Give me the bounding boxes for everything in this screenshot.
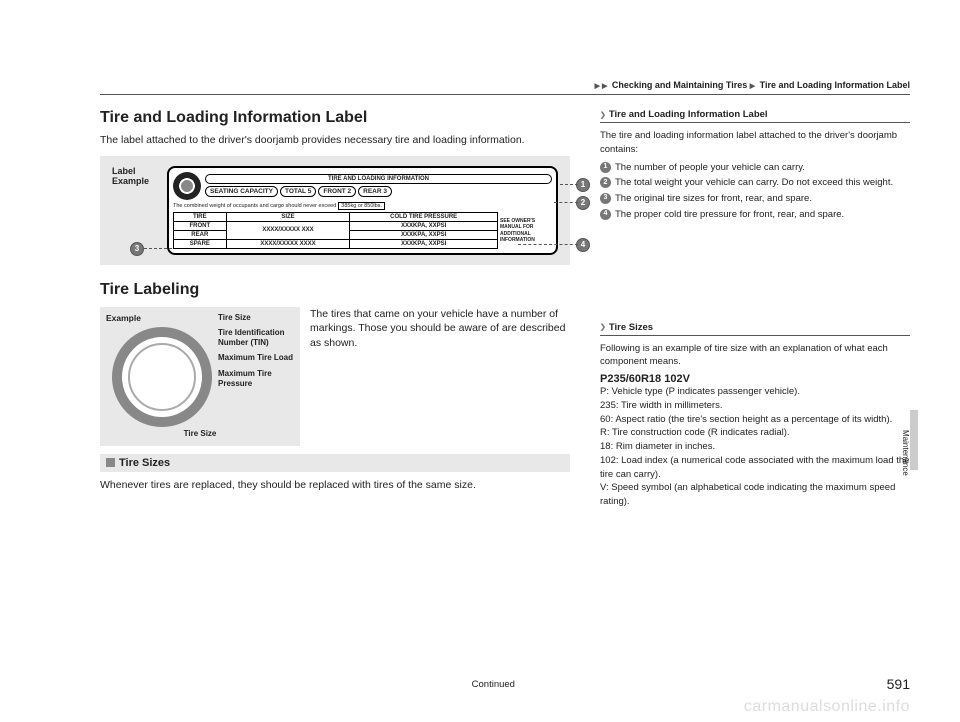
- callout-1: 1: [576, 178, 590, 192]
- callout-3: 3: [130, 242, 144, 256]
- label-tire-size-bottom: Tire Size: [108, 429, 292, 438]
- columns: Tire and Loading Information Label The l…: [100, 109, 910, 513]
- tire-sizes-body: Whenever tires are replaced, they should…: [100, 478, 570, 493]
- tire-label-graphic: TIRE AND LOADING INFORMATION SEATING CAP…: [167, 166, 558, 255]
- list-item: 3The original tire sizes for front, rear…: [600, 192, 910, 206]
- num-badge-2: 2: [600, 177, 611, 188]
- row-front: FRONT: [174, 221, 227, 230]
- note-list: 1The number of people your vehicle can c…: [600, 161, 910, 222]
- breadcrumb-seg2: Tire and Loading Information Label: [760, 80, 910, 90]
- label-tire-size: Tire Size: [218, 313, 298, 323]
- weight-line: The combined weight of occupants and car…: [173, 203, 336, 209]
- seating-total: TOTAL 5: [280, 186, 316, 197]
- row-spare: SPARE: [174, 239, 227, 248]
- callout-line: [144, 248, 172, 249]
- figure-caption: Label Example: [112, 166, 167, 188]
- tire-code: P235/60R18 102V: [600, 373, 910, 385]
- row-rear: REAR: [174, 230, 227, 239]
- tire-labeling-figure: Example Tire Size Tire Identification Nu…: [100, 307, 300, 446]
- footer: Continued 591: [100, 676, 910, 692]
- th-cold: COLD TIRE PRESSURE: [350, 212, 498, 221]
- weight-value: 385kg or 850lbs.: [338, 202, 385, 210]
- callout-2: 2: [576, 196, 590, 210]
- kpa3: XXXKPA, XXPSI: [350, 239, 498, 248]
- tire-labeling-row: Example Tire Size Tire Identification Nu…: [100, 307, 570, 446]
- kpa1: XXXKPA, XXPSI: [350, 221, 498, 230]
- label-header: TIRE AND LOADING INFORMATION: [205, 174, 552, 184]
- num-badge-1: 1: [600, 162, 611, 173]
- th-size: SIZE: [226, 212, 350, 221]
- section-tab: [910, 410, 918, 470]
- label-tin: Tire Identification Number (TIN): [218, 328, 298, 347]
- lead-text: The label attached to the driver's doorj…: [100, 133, 570, 148]
- breadcrumb: ▶▶ Checking and Maintaining Tires ▶ Tire…: [100, 80, 910, 90]
- note-intro: The tire and loading information label a…: [600, 129, 910, 157]
- subsection-title: Tire Sizes: [119, 457, 170, 469]
- page-number: 591: [887, 676, 910, 692]
- left-column: Tire and Loading Information Label The l…: [100, 109, 570, 513]
- callout-line: [554, 202, 578, 203]
- breadcrumb-seg1: Checking and Maintaining Tires: [612, 80, 747, 90]
- code-line: 60: Aspect ratio (the tire's section hei…: [600, 413, 910, 427]
- code-line: 18: Rim diameter in inches.: [600, 440, 910, 454]
- continued-label: Continued: [100, 679, 887, 690]
- code-line: R: Tire construction code (R indicates r…: [600, 426, 910, 440]
- num-badge-3: 3: [600, 193, 611, 204]
- list-item: 2The total weight your vehicle can carry…: [600, 176, 910, 190]
- right-column: Tire and Loading Information Label The t…: [600, 109, 910, 513]
- figure2-labels: Tire Size Tire Identification Number (TI…: [218, 313, 298, 395]
- seating-rear: REAR 3: [358, 186, 392, 197]
- callout-4: 4: [576, 238, 590, 252]
- subsection-header: Tire Sizes: [100, 454, 570, 472]
- kpa2: XXXKPA, XXPSI: [350, 230, 498, 239]
- label-max-load: Maximum Tire Load: [218, 353, 298, 363]
- list-item: 1The number of people your vehicle can c…: [600, 161, 910, 175]
- chevron-right-icon: ▶: [602, 83, 607, 90]
- num-badge-4: 4: [600, 209, 611, 220]
- section-tab-label: Maintenance: [901, 430, 910, 476]
- callout-line: [560, 184, 578, 185]
- section-title: Tire Labeling: [100, 281, 570, 299]
- tire-code-example: P235/60R18 102V P: Vehicle type (P indic…: [600, 373, 910, 509]
- size2: XXXX/XXXXX XXXX: [226, 239, 350, 248]
- tire-icon: [173, 172, 201, 200]
- code-line: P: Vehicle type (P indicates passenger v…: [600, 385, 910, 399]
- note-heading: Tire and Loading Information Label: [600, 109, 910, 123]
- tire-labeling-text: The tires that came on your vehicle have…: [310, 307, 570, 446]
- watermark: carmanualsonline.info: [744, 698, 910, 716]
- tire-ring-icon: [112, 327, 212, 427]
- note2-intro: Following is an example of tire size wit…: [600, 342, 910, 370]
- seating-capacity: SEATING CAPACITY: [205, 186, 278, 197]
- list-item: 4The proper cold tire pressure for front…: [600, 208, 910, 222]
- code-line: 235: Tire width in millimeters.: [600, 399, 910, 413]
- th-tire: TIRE: [174, 212, 227, 221]
- chevron-right-icon: ▶: [595, 83, 600, 90]
- page-title: Tire and Loading Information Label: [100, 109, 570, 127]
- seating-front: FRONT 2: [318, 186, 356, 197]
- label-max-pressure: Maximum Tire Pressure: [218, 369, 298, 388]
- chevron-right-icon: ▶: [750, 83, 755, 90]
- callout-line: [518, 244, 578, 245]
- manual-page: ▶▶ Checking and Maintaining Tires ▶ Tire…: [0, 0, 960, 722]
- note-block-2: Tire Sizes Following is an example of ti…: [600, 322, 910, 509]
- code-line: V: Speed symbol (an alphabetical code in…: [600, 481, 910, 509]
- square-icon: [106, 458, 115, 467]
- size1: XXXX/XXXXX XXX: [226, 221, 350, 239]
- code-line: 102: Load index (a numerical code associ…: [600, 454, 910, 482]
- divider: [100, 94, 910, 95]
- figure-caption: Example: [106, 313, 141, 323]
- note-block-1: Tire and Loading Information Label The t…: [600, 109, 910, 222]
- label-example-figure: Label Example TIRE AND LOADING INFORMATI…: [100, 156, 570, 265]
- note-heading: Tire Sizes: [600, 322, 910, 336]
